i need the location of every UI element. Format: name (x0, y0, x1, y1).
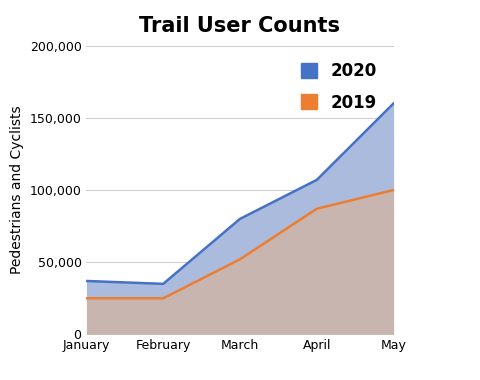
Title: Trail User Counts: Trail User Counts (140, 16, 340, 36)
Y-axis label: Pedestrians and Cyclists: Pedestrians and Cyclists (10, 106, 24, 274)
Legend: 2020, 2019: 2020, 2019 (292, 54, 385, 120)
